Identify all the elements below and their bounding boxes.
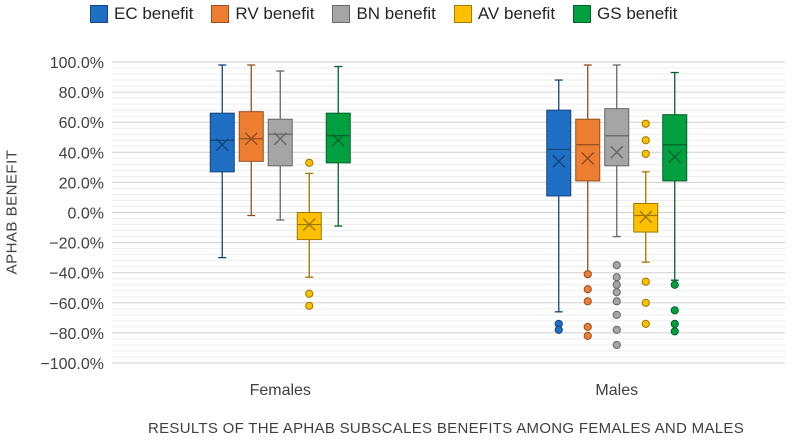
y-tick-label: 40.0% — [59, 145, 104, 162]
outlier-point — [305, 158, 314, 167]
x-axis-label: RESULTS OF THE APHAB SUBSCALES BENEFITS … — [148, 420, 744, 437]
outlier-point — [612, 280, 621, 289]
y-tick-label: 100.0% — [50, 55, 104, 72]
outlier-point — [554, 325, 563, 334]
legend-item-av: AV benefit — [453, 4, 556, 24]
outlier-point — [670, 280, 679, 289]
legend-item-bn: BN benefit — [332, 4, 436, 24]
box — [546, 109, 572, 197]
outlier-point — [612, 297, 621, 306]
legend-swatch-rv — [211, 5, 230, 23]
mean-marker — [273, 132, 287, 146]
box — [238, 111, 264, 162]
box — [267, 118, 293, 167]
y-tick-label: −20.0% — [49, 236, 104, 253]
y-tick-label: −60.0% — [49, 296, 104, 313]
legend-label-ec: EC benefit — [114, 4, 194, 23]
outlier-point — [612, 261, 621, 270]
y-tick-label: −40.0% — [49, 266, 104, 283]
x-tick-label: Females — [250, 382, 311, 399]
outlier-point — [305, 289, 314, 298]
legend-item-gs: GS benefit — [573, 4, 677, 24]
mean-marker — [639, 210, 653, 224]
legend: EC benefit RV benefit BN benefit AV bene… — [90, 4, 677, 24]
outlier-point — [641, 319, 650, 328]
mean-marker — [581, 151, 595, 165]
outlier-point — [583, 297, 592, 306]
box — [296, 212, 322, 241]
y-tick-label: 0.0% — [68, 206, 104, 223]
mean-marker — [215, 138, 229, 152]
outlier-point — [641, 136, 650, 145]
outlier-point — [670, 306, 679, 315]
x-tick-label: Males — [595, 382, 638, 399]
outlier-point — [305, 301, 314, 310]
outlier-point — [612, 273, 621, 282]
mean-marker — [610, 145, 624, 159]
legend-swatch-av — [453, 5, 472, 23]
mean-marker — [302, 218, 316, 232]
legend-swatch-bn — [332, 5, 351, 23]
box — [325, 112, 351, 164]
outlier-point — [670, 327, 679, 336]
mean-marker — [552, 154, 566, 168]
y-tick-label: 60.0% — [59, 115, 104, 132]
outlier-point — [612, 288, 621, 297]
box — [575, 118, 601, 182]
mean-marker — [244, 132, 258, 146]
box — [633, 202, 659, 233]
outlier-point — [583, 270, 592, 279]
legend-label-gs: GS benefit — [597, 4, 678, 23]
outlier-point — [583, 322, 592, 331]
legend-swatch-ec — [90, 5, 108, 23]
outlier-point — [612, 310, 621, 319]
outlier-point — [641, 149, 650, 158]
y-tick-label: 80.0% — [59, 85, 104, 102]
y-tick-label: −100.0% — [40, 356, 104, 373]
y-tick-label: 20.0% — [59, 175, 104, 192]
legend-swatch-gs — [573, 5, 592, 23]
outlier-point — [612, 325, 621, 334]
legend-label-rv: RV benefit — [235, 4, 315, 23]
outlier-point — [612, 340, 621, 350]
box — [662, 114, 688, 182]
box — [209, 112, 235, 173]
outlier-point — [670, 319, 679, 328]
outlier-point — [583, 285, 592, 294]
mean-marker — [668, 150, 682, 164]
outlier-point — [641, 119, 650, 128]
legend-item-ec: EC benefit — [90, 4, 193, 24]
outlier-point — [641, 298, 650, 307]
box — [604, 108, 630, 167]
legend-item-rv: RV benefit — [211, 4, 314, 24]
y-tick-label: −80.0% — [49, 326, 104, 343]
outlier-point — [641, 277, 650, 286]
legend-label-av: AV benefit — [477, 4, 556, 23]
outlier-point — [583, 331, 592, 341]
legend-label-bn: BN benefit — [356, 4, 436, 23]
y-axis-label: APHAB BENEFIT — [3, 149, 21, 275]
mean-marker — [331, 133, 345, 147]
